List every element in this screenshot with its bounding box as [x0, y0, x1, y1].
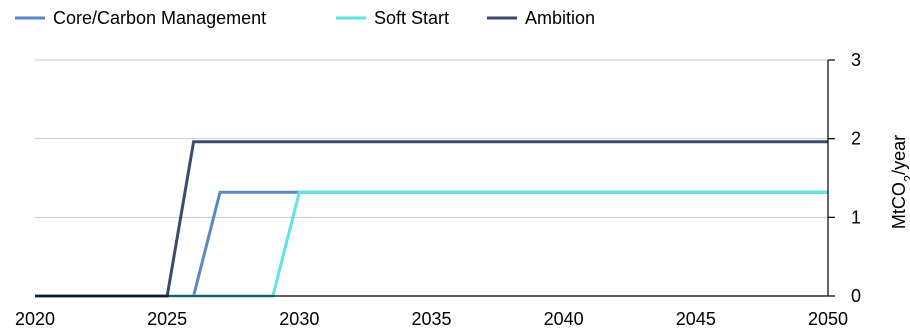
legend-item-core-carbon-management: Core/Carbon Management [15, 8, 266, 28]
gridlines [35, 59, 828, 218]
y-tick-label: 1 [851, 207, 861, 227]
y-tick-label: 2 [851, 129, 861, 149]
series-layer [35, 140, 828, 298]
series-line-soft-start [35, 190, 828, 298]
legend: Core/Carbon Management Soft Start Ambition [15, 8, 595, 28]
y-tick-label: 0 [851, 286, 861, 306]
y-tick-label: 3 [851, 50, 861, 70]
x-tick-label: 2035 [411, 309, 451, 329]
legend-label: Core/Carbon Management [53, 8, 266, 28]
x-tick-label: 2045 [676, 309, 716, 329]
legend-item-ambition: Ambition [487, 8, 595, 28]
axes [35, 59, 835, 297]
legend-label: Ambition [525, 8, 595, 28]
x-tick-label: 2030 [279, 309, 319, 329]
y-axis-tick-labels: 0 1 2 3 [851, 50, 861, 306]
legend-item-soft-start: Soft Start [336, 8, 449, 28]
legend-label: Soft Start [374, 8, 449, 28]
x-tick-label: 2040 [544, 309, 584, 329]
series-line-core-carbon-management [35, 190, 828, 298]
x-tick-label: 2020 [15, 309, 55, 329]
series-line-ambition [35, 140, 828, 298]
x-tick-label: 2025 [147, 309, 187, 329]
x-axis-tick-labels: 2020 2025 2030 2035 2040 2045 2050 [15, 309, 848, 329]
y-axis-title: MtCO2/year [889, 135, 910, 229]
x-tick-label: 2050 [808, 309, 848, 329]
